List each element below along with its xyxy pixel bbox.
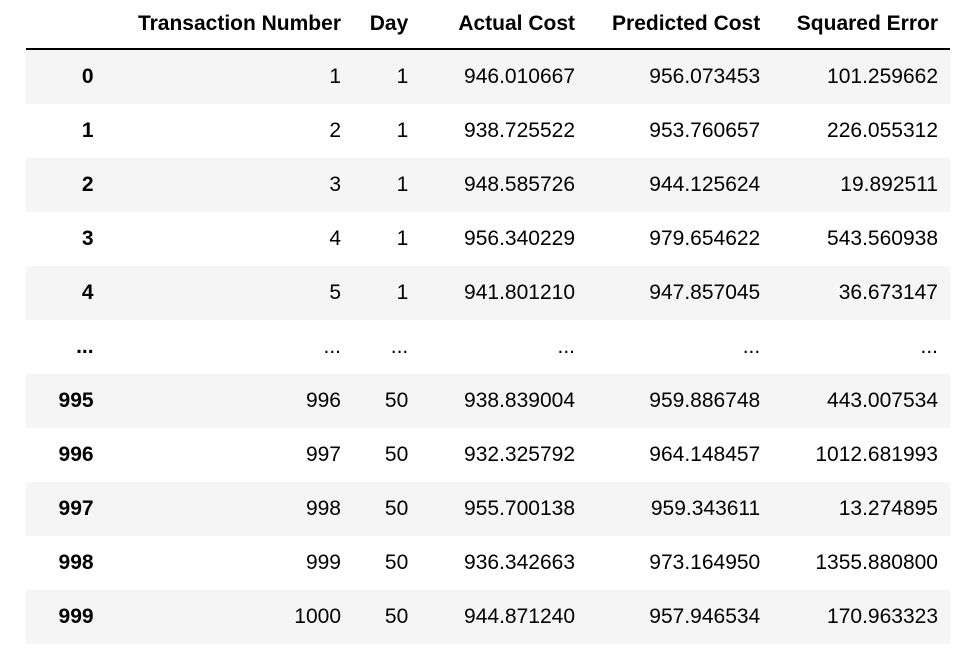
cell-day: 50 bbox=[384, 443, 409, 466]
cell-squared-error: 101.259662 bbox=[827, 65, 938, 88]
cell-actual-cost: 944.871240 bbox=[464, 605, 575, 628]
cell-actual-cost: ... bbox=[557, 335, 575, 358]
table-row: 997 998 50 955.700138 959.343611 13.2748… bbox=[26, 482, 950, 536]
cell-predicted-cost: 973.164950 bbox=[649, 551, 761, 574]
table-row: 1 2 1 938.725522 953.760657 226.055312 bbox=[26, 104, 950, 158]
cell-actual-cost: 932.325792 bbox=[464, 443, 575, 466]
cell-day: 1 bbox=[396, 173, 409, 196]
cell-squared-error: 19.892511 bbox=[840, 173, 938, 196]
cell-squared-error: 170.963323 bbox=[827, 605, 938, 628]
cell-actual-cost: 938.725522 bbox=[464, 119, 575, 142]
cell-day: ... bbox=[390, 335, 409, 358]
header-transaction-number: Transaction Number bbox=[105, 0, 353, 50]
row-index: 999 bbox=[58, 605, 94, 628]
cell-squared-error: 226.055312 bbox=[827, 119, 938, 142]
row-index: 997 bbox=[58, 497, 94, 520]
cell-predicted-cost: ... bbox=[742, 335, 761, 358]
header-row: Transaction Number Day Actual Cost Predi… bbox=[26, 0, 950, 50]
cell-predicted-cost: 979.654622 bbox=[649, 227, 761, 250]
table-row: 3 4 1 956.340229 979.654622 543.560938 bbox=[26, 212, 950, 266]
row-index: 0 bbox=[81, 65, 94, 88]
cell-day: 1 bbox=[396, 227, 409, 250]
cell-day: 50 bbox=[384, 605, 409, 628]
cell-squared-error: 543.560938 bbox=[827, 227, 938, 250]
row-index: 3 bbox=[81, 227, 94, 250]
cell-day: 1 bbox=[396, 119, 409, 142]
cell-day: 50 bbox=[384, 497, 409, 520]
cell-actual-cost: 948.585726 bbox=[464, 173, 575, 196]
cell-day: 50 bbox=[384, 551, 409, 574]
row-index: 2 bbox=[81, 173, 94, 196]
cell-predicted-cost: 959.886748 bbox=[649, 389, 761, 412]
cell-actual-cost: 946.010667 bbox=[464, 65, 575, 88]
cell-day: 1 bbox=[396, 281, 409, 304]
ellipsis-row: ... ... ... ... ... ... bbox=[26, 320, 950, 374]
row-index: 1 bbox=[81, 119, 94, 142]
table-row: 998 999 50 936.342663 973.164950 1355.88… bbox=[26, 536, 950, 590]
cell-squared-error: 1012.681993 bbox=[815, 443, 938, 466]
table-row: 996 997 50 932.325792 964.148457 1012.68… bbox=[26, 428, 950, 482]
cell-transaction-number: 999 bbox=[305, 551, 341, 574]
cell-transaction-number: ... bbox=[323, 335, 341, 358]
cell-actual-cost: 941.801210 bbox=[464, 281, 575, 304]
cell-predicted-cost: 947.857045 bbox=[649, 281, 761, 304]
row-index: 4 bbox=[81, 281, 94, 304]
header-day: Day bbox=[353, 0, 421, 50]
header-predicted-cost: Predicted Cost bbox=[587, 0, 773, 50]
cell-predicted-cost: 957.946534 bbox=[649, 605, 761, 628]
table-row: 2 3 1 948.585726 944.125624 19.892511 bbox=[26, 158, 950, 212]
table-row: 0 1 1 946.010667 956.073453 101.259662 bbox=[26, 49, 950, 104]
dataframe-table: Transaction Number Day Actual Cost Predi… bbox=[26, 0, 950, 644]
cell-transaction-number: 996 bbox=[305, 389, 341, 412]
cell-squared-error: ... bbox=[920, 335, 938, 358]
cell-transaction-number: 4 bbox=[329, 227, 341, 250]
cell-transaction-number: 2 bbox=[329, 119, 341, 142]
cell-predicted-cost: 944.125624 bbox=[649, 173, 761, 196]
cell-predicted-cost: 956.073453 bbox=[649, 65, 761, 88]
cell-transaction-number: 997 bbox=[305, 443, 341, 466]
cell-squared-error: 13.274895 bbox=[838, 497, 938, 520]
cell-predicted-cost: 959.343611 bbox=[650, 497, 761, 520]
header-squared-error: Squared Error bbox=[772, 0, 950, 50]
cell-actual-cost: 955.700138 bbox=[464, 497, 575, 520]
row-index: 995 bbox=[58, 389, 94, 412]
cell-predicted-cost: 964.148457 bbox=[649, 443, 761, 466]
cell-predicted-cost: 953.760657 bbox=[649, 119, 761, 142]
table-row: 999 1000 50 944.871240 957.946534 170.96… bbox=[26, 590, 950, 644]
row-index: 996 bbox=[58, 443, 94, 466]
cell-transaction-number: 998 bbox=[305, 497, 341, 520]
cell-actual-cost: 938.839004 bbox=[464, 389, 575, 412]
row-index: 998 bbox=[58, 551, 94, 574]
cell-transaction-number: 3 bbox=[329, 173, 341, 196]
cell-transaction-number: 5 bbox=[329, 281, 341, 304]
cell-actual-cost: 956.340229 bbox=[464, 227, 575, 250]
row-index: ... bbox=[76, 335, 94, 358]
cell-actual-cost: 936.342663 bbox=[464, 551, 575, 574]
cell-day: 50 bbox=[384, 389, 409, 412]
cell-squared-error: 1355.880800 bbox=[815, 551, 938, 574]
cell-transaction-number: 1 bbox=[329, 65, 341, 88]
header-actual-cost: Actual Cost bbox=[420, 0, 587, 50]
index-header bbox=[26, 0, 106, 50]
cell-day: 1 bbox=[396, 65, 409, 88]
cell-transaction-number: 1000 bbox=[294, 605, 341, 628]
cell-squared-error: 36.673147 bbox=[838, 281, 938, 304]
table-row: 4 5 1 941.801210 947.857045 36.673147 bbox=[26, 266, 950, 320]
table-row: 995 996 50 938.839004 959.886748 443.007… bbox=[26, 374, 950, 428]
cell-squared-error: 443.007534 bbox=[827, 389, 938, 412]
